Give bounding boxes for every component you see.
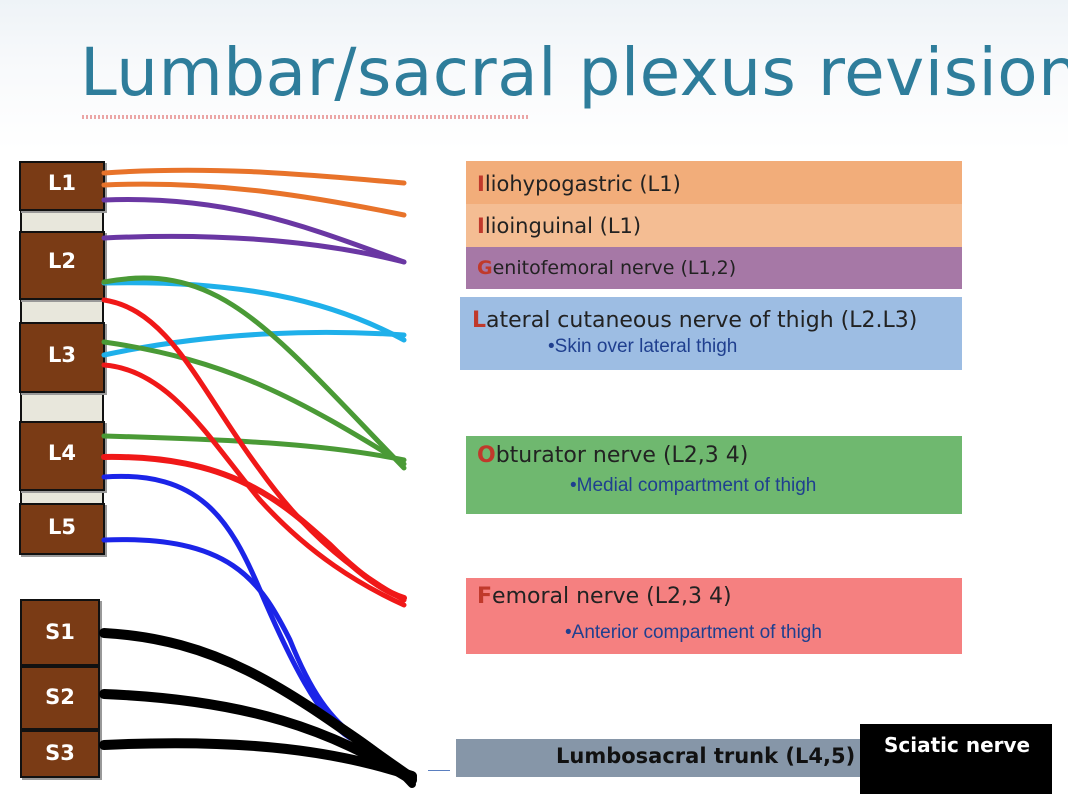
intervertebral-disc	[20, 393, 104, 421]
nerve-name-rest: lioinguinal (L1)	[484, 214, 642, 238]
sciatic-nerve-box	[860, 724, 1052, 794]
nerve-line-genitofemoral-l2	[101, 233, 407, 265]
nerve-name-rest: emoral nerve (L2,3 4)	[492, 584, 732, 609]
nerve-box-lateral-cutaneous	[460, 297, 962, 370]
nerve-initial: F	[477, 584, 493, 609]
vertebra-s1: S1	[20, 599, 100, 666]
vertebra-label: L5	[48, 515, 76, 539]
nerve-box-obturator	[466, 436, 962, 514]
nerve-name-rest: liohypogastric (L1)	[484, 172, 681, 196]
nerve-description: •Medial compartment of thigh	[570, 475, 817, 496]
nerve-line-femoral-l4	[101, 453, 407, 601]
vertebra-l5: L5	[19, 503, 105, 555]
intervertebral-disc	[20, 211, 104, 231]
nerve-line-obturator-l4	[101, 433, 407, 463]
vertebra-l2: L2	[19, 231, 105, 300]
nerve-initial: O	[477, 443, 496, 468]
connector-dash	[428, 770, 450, 771]
nerve-line-lateral-cutaneous-l2	[101, 280, 407, 343]
vertebra-label: S1	[45, 620, 75, 644]
vertebra-label: S3	[45, 741, 75, 765]
nerve-line-trunk-l5	[101, 537, 363, 743]
nerve-line-sciatic-s3	[99, 738, 417, 781]
vertebra-s3: S3	[20, 730, 100, 778]
vertebra-l1: L1	[19, 161, 105, 211]
vertebra-label: L4	[48, 441, 76, 465]
nerve-description: •Skin over lateral thigh	[548, 336, 738, 357]
nerve-name: Obturator nerve (L2,3 4)	[477, 443, 748, 468]
nerve-name-rest: ateral cutaneous nerve of thigh (L2.L3)	[486, 308, 918, 333]
nerve-description: •Anterior compartment of thigh	[565, 622, 822, 643]
nerve-box-femoral	[466, 578, 962, 654]
nerve-line-obturator-l2	[101, 275, 407, 471]
vertebra-label: L1	[48, 171, 76, 195]
nerve-line-sciatic-merge	[326, 716, 416, 788]
intervertebral-disc	[20, 491, 104, 503]
nerve-initial: L	[472, 308, 487, 333]
vertebra-l4: L4	[19, 421, 105, 491]
vertebra-label: L2	[48, 249, 76, 273]
nerve-line-iliohypogastric	[101, 167, 407, 186]
nerve-box-genitofemoral	[466, 247, 962, 289]
nerve-initial: G	[477, 257, 493, 279]
nerve-box-iliohypogastric	[466, 161, 962, 204]
nerve-name: Ilioinguinal (L1)	[477, 214, 641, 238]
lumbosacral-trunk-box	[456, 739, 860, 777]
nerve-initial: I	[477, 214, 485, 238]
sciatic-nerve-label: Sciatic nerve	[884, 733, 1031, 757]
vertebra-label: L3	[48, 343, 76, 367]
lumbosacral-trunk-label: Lumbosacral trunk (L4,5)	[556, 744, 856, 768]
page-title: Lumbar/sacral plexus revision	[80, 34, 1068, 111]
nerve-name-rest: enitofemoral nerve (L1,2)	[492, 257, 737, 279]
vertebra-label: S2	[45, 685, 75, 709]
nerve-name: Femoral nerve (L2,3 4)	[477, 584, 732, 609]
nerve-line-femoral-l3	[101, 362, 407, 608]
vertebra-l3: L3	[19, 322, 105, 393]
spellcheck-underline	[82, 115, 530, 119]
vertebra-s2: S2	[20, 666, 100, 730]
nerve-line-obturator-l3	[101, 339, 407, 467]
nerve-initial: I	[477, 172, 485, 196]
nerve-box-ilioinguinal	[466, 204, 962, 247]
nerve-name: Genitofemoral nerve (L1,2)	[477, 257, 736, 279]
nerve-name-rest: bturator nerve (L2,3 4)	[495, 443, 749, 468]
nerve-name: Iliohypogastric (L1)	[477, 172, 681, 196]
nerve-line-genitofemoral-l1	[101, 197, 407, 265]
nerve-line-ilioinguinal	[101, 181, 407, 218]
nerve-name: Lateral cutaneous nerve of thigh (L2.L3)	[472, 308, 917, 333]
intervertebral-disc	[20, 300, 104, 322]
